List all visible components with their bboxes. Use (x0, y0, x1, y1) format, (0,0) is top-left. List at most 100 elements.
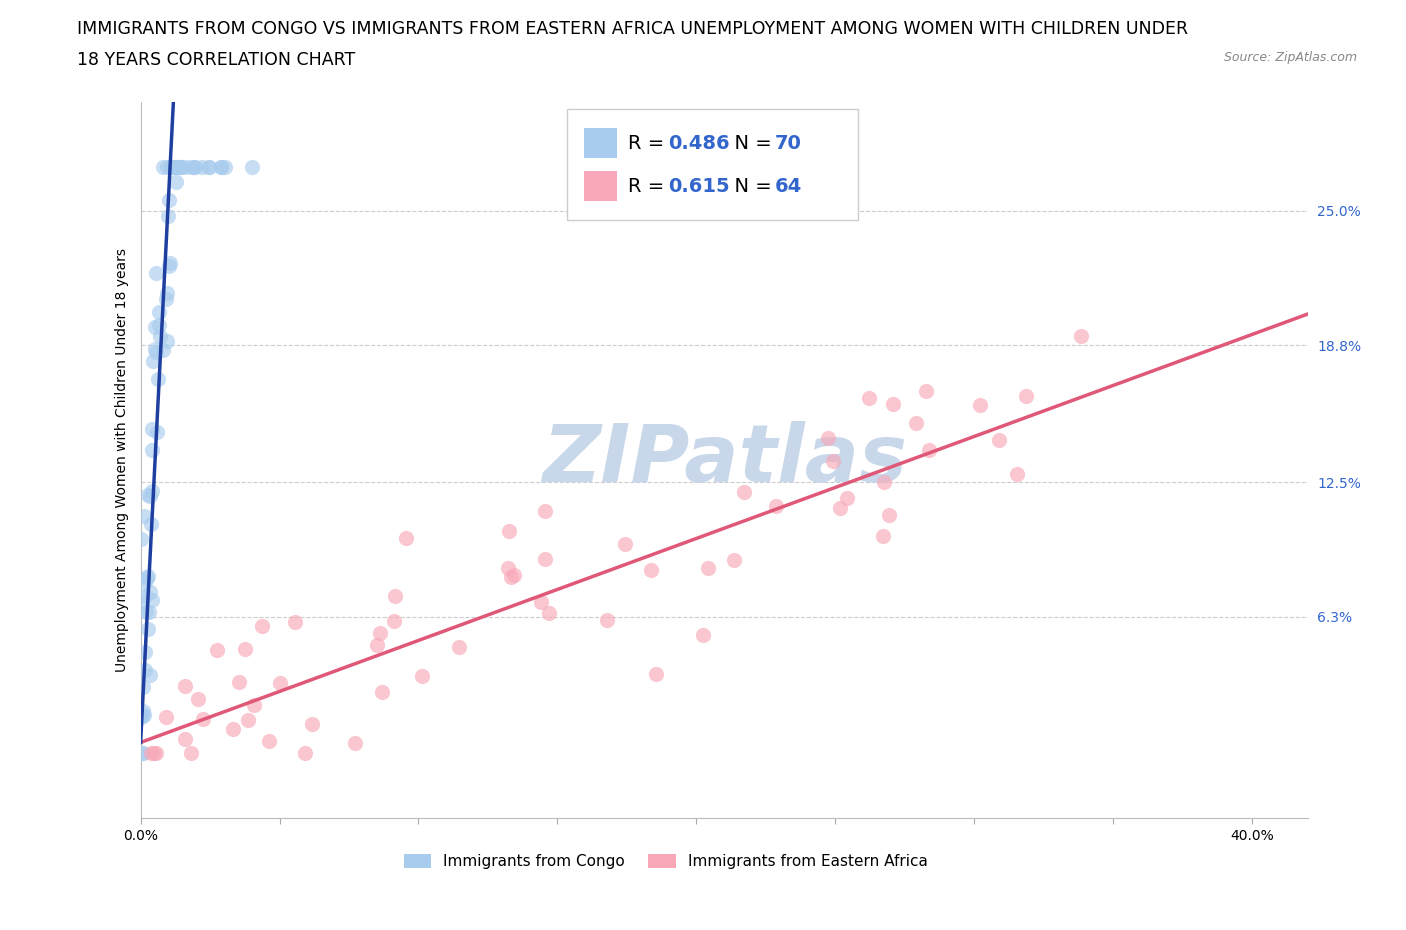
Point (915, 383, 938, 398)
Point (733, 485, 755, 499)
Point (191, 160, 214, 175)
Point (143, 320, 166, 335)
Point (969, 397, 991, 412)
Point (155, 291, 177, 306)
Point (501, 570, 523, 585)
Point (156, 334, 179, 349)
Bar (583, 171, 617, 201)
Point (534, 551, 557, 566)
Point (152, 160, 174, 175)
Point (183, 160, 205, 175)
Text: R =: R = (628, 134, 671, 153)
Point (148, 372, 170, 387)
Point (765, 498, 787, 513)
Point (132, 708, 155, 723)
Text: Source: ZipAtlas.com: Source: ZipAtlas.com (1223, 51, 1357, 64)
Point (269, 675, 291, 690)
Point (146, 425, 169, 440)
Point (257, 734, 280, 749)
Point (141, 484, 163, 498)
Point (138, 668, 160, 683)
Point (135, 604, 157, 619)
Point (136, 568, 159, 583)
Point (174, 732, 197, 747)
Point (170, 160, 193, 175)
Point (613, 537, 636, 551)
Point (640, 563, 662, 578)
Point (163, 160, 186, 175)
Point (131, 746, 153, 761)
Point (243, 698, 266, 712)
Point (136, 488, 159, 503)
Point (449, 640, 471, 655)
Point (236, 712, 259, 727)
Point (138, 488, 160, 503)
Point (384, 589, 406, 604)
Point (145, 345, 167, 360)
Point (129, 710, 152, 724)
Point (141, 592, 163, 607)
Point (148, 317, 170, 332)
Point (294, 746, 316, 761)
Point (148, 304, 170, 319)
Point (134, 644, 156, 659)
Point (692, 627, 714, 642)
Point (221, 722, 243, 737)
Point (166, 160, 188, 175)
Point (191, 711, 214, 726)
Point (169, 160, 191, 175)
Point (180, 746, 202, 761)
Point (174, 160, 197, 175)
Y-axis label: Unemployment Among Women with Children Under 18 years: Unemployment Among Women with Children U… (115, 248, 129, 672)
Point (828, 500, 851, 515)
Bar (583, 128, 617, 158)
Point (879, 508, 901, 523)
Point (301, 716, 323, 731)
Point (159, 256, 181, 271)
Point (129, 595, 152, 610)
Point (366, 637, 388, 652)
Point (817, 431, 839, 445)
Point (160, 160, 183, 175)
Text: N =: N = (721, 177, 778, 195)
Point (872, 528, 894, 543)
Point (1005, 466, 1028, 481)
Point (141, 443, 163, 458)
Text: IMMIGRANTS FROM CONGO VS IMMIGRANTS FROM EASTERN AFRICA UNEMPLOYMENT AMONG WOMEN: IMMIGRANTS FROM CONGO VS IMMIGRANTS FROM… (77, 20, 1188, 38)
Point (159, 160, 181, 175)
Point (368, 625, 391, 640)
Point (503, 567, 526, 582)
Point (131, 531, 153, 546)
Point (872, 474, 894, 489)
Point (162, 160, 184, 175)
Point (240, 160, 263, 175)
Point (165, 160, 187, 175)
Point (530, 595, 553, 610)
Point (233, 642, 256, 657)
Point (152, 342, 174, 357)
Point (858, 391, 880, 405)
Point (498, 524, 520, 538)
Point (723, 552, 745, 567)
Point (145, 265, 167, 280)
FancyBboxPatch shape (567, 110, 858, 220)
Point (596, 613, 619, 628)
Point (167, 160, 190, 175)
Point (837, 490, 859, 505)
Point (498, 560, 520, 575)
Legend: Immigrants from Congo, Immigrants from Eastern Africa: Immigrants from Congo, Immigrants from E… (398, 848, 934, 875)
Point (534, 504, 557, 519)
Point (382, 614, 405, 629)
Point (209, 160, 232, 175)
Point (131, 709, 153, 724)
Point (139, 746, 162, 761)
Point (132, 746, 155, 761)
Point (134, 509, 156, 524)
Point (143, 342, 166, 357)
Text: 64: 64 (775, 177, 801, 195)
Point (139, 516, 162, 531)
Point (1015, 389, 1038, 404)
Text: N =: N = (721, 134, 778, 153)
Point (157, 259, 180, 273)
Point (284, 615, 307, 630)
